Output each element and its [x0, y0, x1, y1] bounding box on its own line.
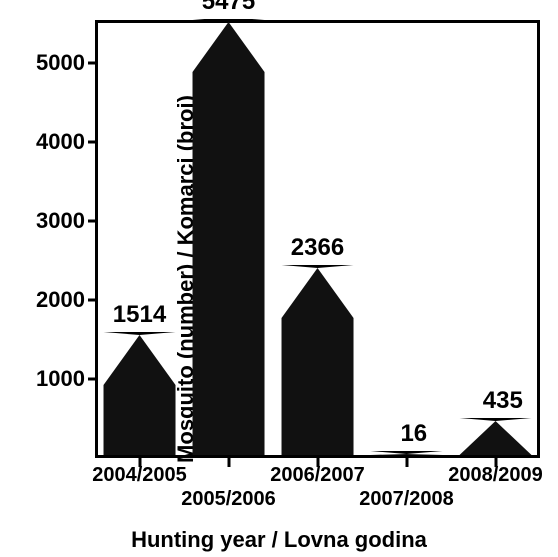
x-tick-label: 2004/2005: [92, 464, 187, 487]
axis-left: [95, 20, 98, 458]
bar-cap: [281, 265, 353, 318]
x-tick-mark: [405, 458, 408, 467]
bar-cap: [192, 19, 264, 72]
bar-value-label: 435: [483, 387, 523, 415]
bar-cap: [370, 451, 442, 455]
y-tick-label: 3000: [36, 208, 95, 234]
bar: 5475: [192, 22, 265, 455]
x-tick-label: 2006/2007: [270, 464, 365, 487]
bar-value-label: 2366: [291, 234, 344, 262]
y-tick-label: 2000: [36, 287, 95, 313]
bar-cap: [103, 332, 175, 385]
bar-cap: [459, 418, 531, 455]
x-axis-label: Hunting year / Lovna godina: [0, 527, 558, 553]
bar-value-label: 16: [400, 420, 427, 448]
y-tick-label: 5000: [36, 50, 95, 76]
plot-area: 100020003000400050002004/200515142005/20…: [95, 20, 540, 458]
bar-value-label: 1514: [113, 301, 166, 329]
y-tick-label: 1000: [36, 366, 95, 392]
x-tick-label: 2008/2009: [448, 464, 543, 487]
bar: 1514: [103, 335, 176, 455]
x-tick-label: 2007/2008: [359, 488, 454, 511]
bar: 435: [459, 421, 532, 455]
bar-body: [103, 385, 176, 455]
bar-body: [281, 318, 354, 455]
bar-body: [192, 72, 265, 455]
x-tick-mark: [227, 458, 230, 467]
mosquito-bar-chart: Mosquito (number) / Komarci (broj) Hunti…: [0, 0, 558, 557]
x-tick-label: 2005/2006: [181, 488, 276, 511]
bar: 2366: [281, 268, 354, 455]
bar: 16: [370, 454, 443, 455]
bar-value-label: 5475: [202, 0, 255, 16]
axis-top: [95, 20, 540, 23]
y-tick-label: 4000: [36, 129, 95, 155]
axis-right: [537, 20, 540, 458]
